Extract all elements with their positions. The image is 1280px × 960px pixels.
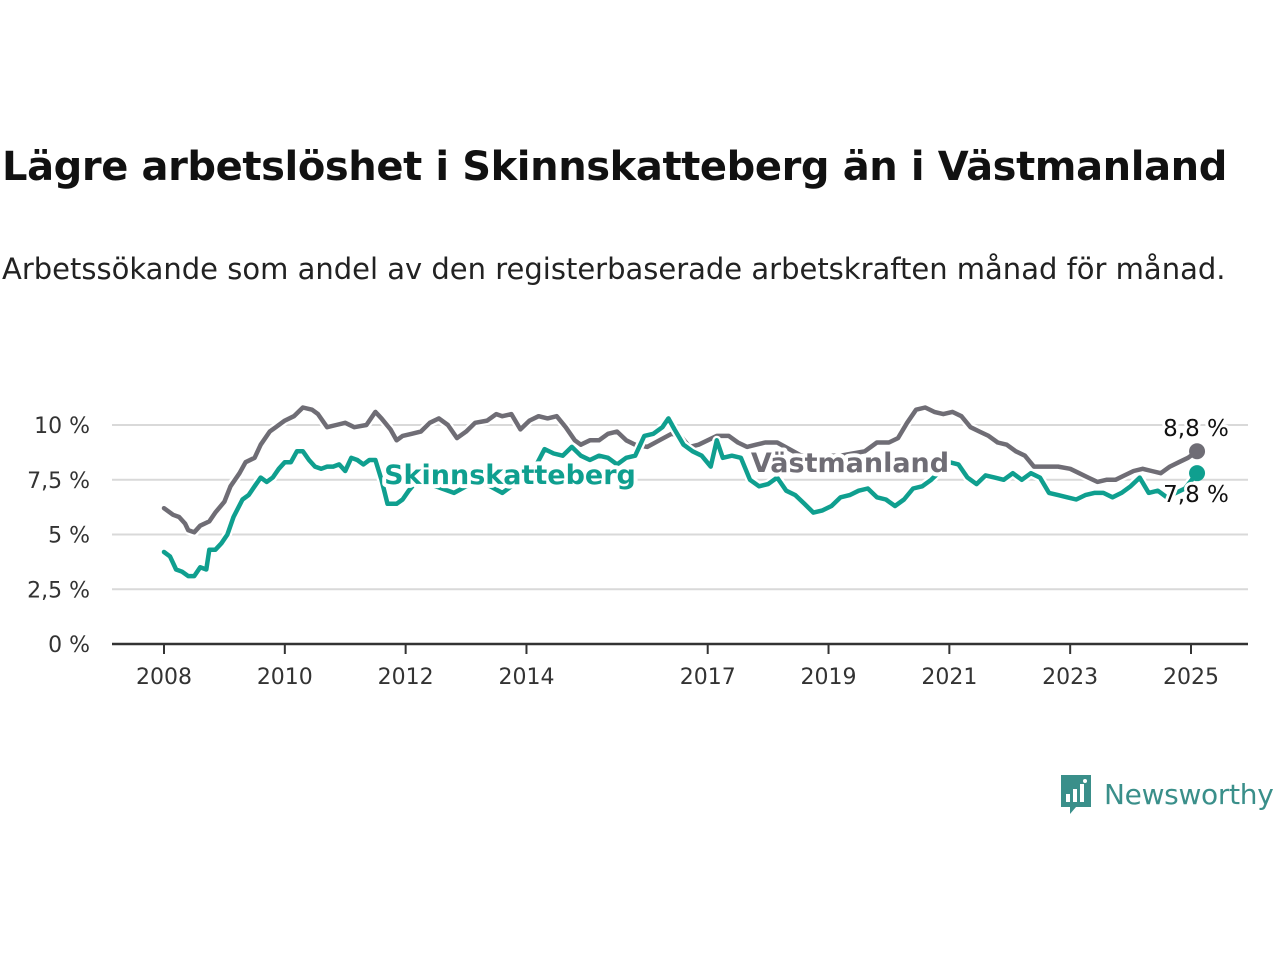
series-name-label-halo: Skinnskatteberg	[384, 460, 636, 491]
x-tick-label: 2010	[257, 665, 313, 690]
x-tick-label: 2017	[680, 665, 736, 690]
x-tick-label: 2021	[921, 665, 977, 690]
series-end-point	[1189, 465, 1206, 482]
x-tick-label: 2008	[136, 665, 192, 690]
series-name-label-halo: Västmanland	[751, 448, 949, 479]
brand-name: Newsworthy	[1104, 777, 1274, 811]
series-name-label: Skinnskatteberg	[384, 460, 636, 491]
end-value-label-halo: 8,8 %	[1163, 416, 1229, 442]
x-tick-label: 2019	[801, 665, 857, 690]
x-tick-label: 2023	[1042, 665, 1098, 690]
series-line-skinnskatteberg	[161, 416, 1200, 579]
end-value-label: 7,8 %	[1163, 482, 1229, 508]
chart-title: Lägre arbetslöshet i Skinnskatteberg än …	[2, 144, 1227, 190]
x-tick-label: 2025	[1163, 665, 1219, 690]
axes: 0 % 2,5 % 5 % 7,5 % 10 % 2008 2010 2012 2014 2017…	[27, 414, 1248, 690]
x-tick-label: 2012	[378, 665, 434, 690]
end-value-label: 8,8 %	[1163, 416, 1229, 442]
series-line-västmanland	[161, 405, 1200, 535]
series-end-point	[1189, 443, 1206, 460]
series-name-label: Västmanland	[751, 448, 949, 479]
newsworthy-logo: Newsworthy	[1058, 772, 1274, 816]
end-value-label-halo: 7,8 %	[1163, 482, 1229, 508]
y-tick-label: 0 %	[48, 633, 90, 658]
y-tick-label: 5 %	[48, 524, 90, 549]
series-lines	[159, 403, 1206, 581]
line-chart: 0 % 2,5 % 5 % 7,5 % 10 % 2008 2010 2012 2014 2017…	[27, 403, 1248, 690]
y-tick-label: 10 %	[34, 414, 90, 439]
y-tick-label: 7,5 %	[27, 469, 90, 494]
x-tick-label: 2014	[498, 665, 554, 690]
chart-subtitle: Arbetssökande som andel av den registerb…	[2, 252, 1226, 286]
newsworthy-logo-icon	[1061, 775, 1091, 814]
gridlines	[112, 424, 1248, 591]
y-tick-label: 2,5 %	[27, 578, 90, 603]
